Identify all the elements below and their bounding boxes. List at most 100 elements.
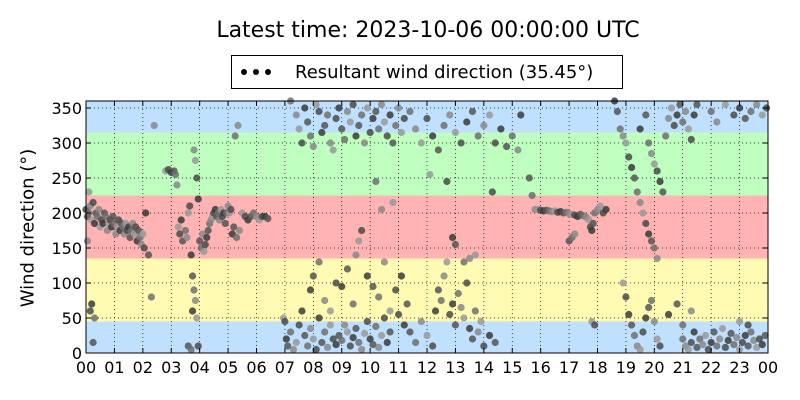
data-point <box>221 219 229 228</box>
y-tick-label: 0 <box>72 344 82 363</box>
data-point <box>681 107 690 116</box>
data-point <box>403 300 411 308</box>
data-point <box>142 209 150 217</box>
data-point <box>466 254 474 263</box>
data-point <box>463 118 471 126</box>
data-point <box>517 111 525 119</box>
data-point <box>508 132 516 140</box>
data-point <box>343 328 352 336</box>
data-point <box>338 125 346 133</box>
data-point <box>684 345 693 354</box>
data-point <box>707 107 715 116</box>
data-point <box>139 230 147 238</box>
data-point <box>750 336 758 344</box>
data-point <box>613 107 621 116</box>
data-point <box>645 139 653 147</box>
data-point <box>397 128 406 137</box>
data-point <box>383 132 391 140</box>
x-tick-label: 14 <box>474 358 494 377</box>
data-point <box>400 321 408 329</box>
data-point <box>234 121 242 130</box>
y-tick-label: 200 <box>51 204 82 223</box>
data-point <box>457 139 465 147</box>
data-point <box>460 314 468 322</box>
data-point <box>369 341 377 349</box>
data-point <box>633 188 641 196</box>
data-point <box>673 300 681 308</box>
data-point <box>701 331 710 340</box>
data-point <box>394 104 403 112</box>
data-point <box>321 121 329 130</box>
data-point <box>309 142 317 151</box>
data-point <box>193 174 201 182</box>
data-point <box>377 205 386 214</box>
data-point <box>315 107 323 116</box>
data-point <box>377 331 386 340</box>
data-point <box>443 177 451 186</box>
data-point <box>386 328 394 336</box>
data-point <box>86 307 94 315</box>
data-point <box>713 118 721 126</box>
legend-label: Resultant wind direction (35.45°) <box>295 61 594 83</box>
data-point <box>369 282 377 291</box>
data-point <box>679 335 687 343</box>
data-point <box>457 303 465 312</box>
data-point <box>231 132 239 140</box>
data-point <box>233 233 241 242</box>
data-point <box>230 223 238 231</box>
data-point <box>571 230 579 238</box>
data-point <box>321 328 329 336</box>
data-point <box>321 296 329 305</box>
data-point <box>140 244 148 252</box>
data-point <box>191 156 200 165</box>
data-point <box>88 300 96 308</box>
data-point <box>440 121 448 130</box>
data-point <box>687 307 695 315</box>
data-point <box>713 342 721 350</box>
data-point <box>434 286 442 294</box>
data-point <box>392 121 400 130</box>
data-point <box>417 139 425 147</box>
data-point <box>474 132 482 140</box>
data-point <box>186 202 194 210</box>
x-tick-labels: 00 01 02 03 04 05 06 07 08 09 10 11 12 13 14 15 16 17 18 19… <box>76 358 778 377</box>
data-point <box>394 310 403 319</box>
data-point <box>176 230 184 238</box>
data-point <box>488 188 496 196</box>
data-point <box>588 226 596 235</box>
data-point <box>653 167 661 175</box>
data-point <box>451 128 460 137</box>
data-point <box>346 342 354 350</box>
data-point <box>173 181 181 189</box>
data-point <box>650 160 658 168</box>
data-point <box>375 343 383 351</box>
data-point <box>406 328 414 336</box>
data-point <box>380 314 388 322</box>
data-point <box>647 237 656 245</box>
x-tick-label: 06 <box>246 358 266 377</box>
data-point <box>645 303 653 312</box>
data-point <box>352 132 360 140</box>
data-point <box>360 139 369 147</box>
data-point <box>99 219 107 228</box>
y-tick-label: 350 <box>51 99 82 118</box>
data-point <box>306 324 315 333</box>
data-point <box>349 334 357 342</box>
data-point <box>392 286 400 294</box>
data-point <box>440 272 448 280</box>
data-point <box>377 100 386 109</box>
data-point <box>619 132 627 140</box>
data-point <box>292 111 300 119</box>
data-point <box>446 111 454 119</box>
data-point <box>203 233 211 242</box>
x-tick-label: 11 <box>388 358 408 377</box>
data-point <box>187 251 195 259</box>
x-tick-label: 02 <box>133 358 153 377</box>
data-point <box>386 307 394 315</box>
data-point <box>304 342 312 350</box>
data-point <box>696 335 704 343</box>
data-point <box>707 338 715 347</box>
data-point <box>352 324 360 333</box>
data-point <box>174 223 182 231</box>
data-point <box>625 153 633 161</box>
